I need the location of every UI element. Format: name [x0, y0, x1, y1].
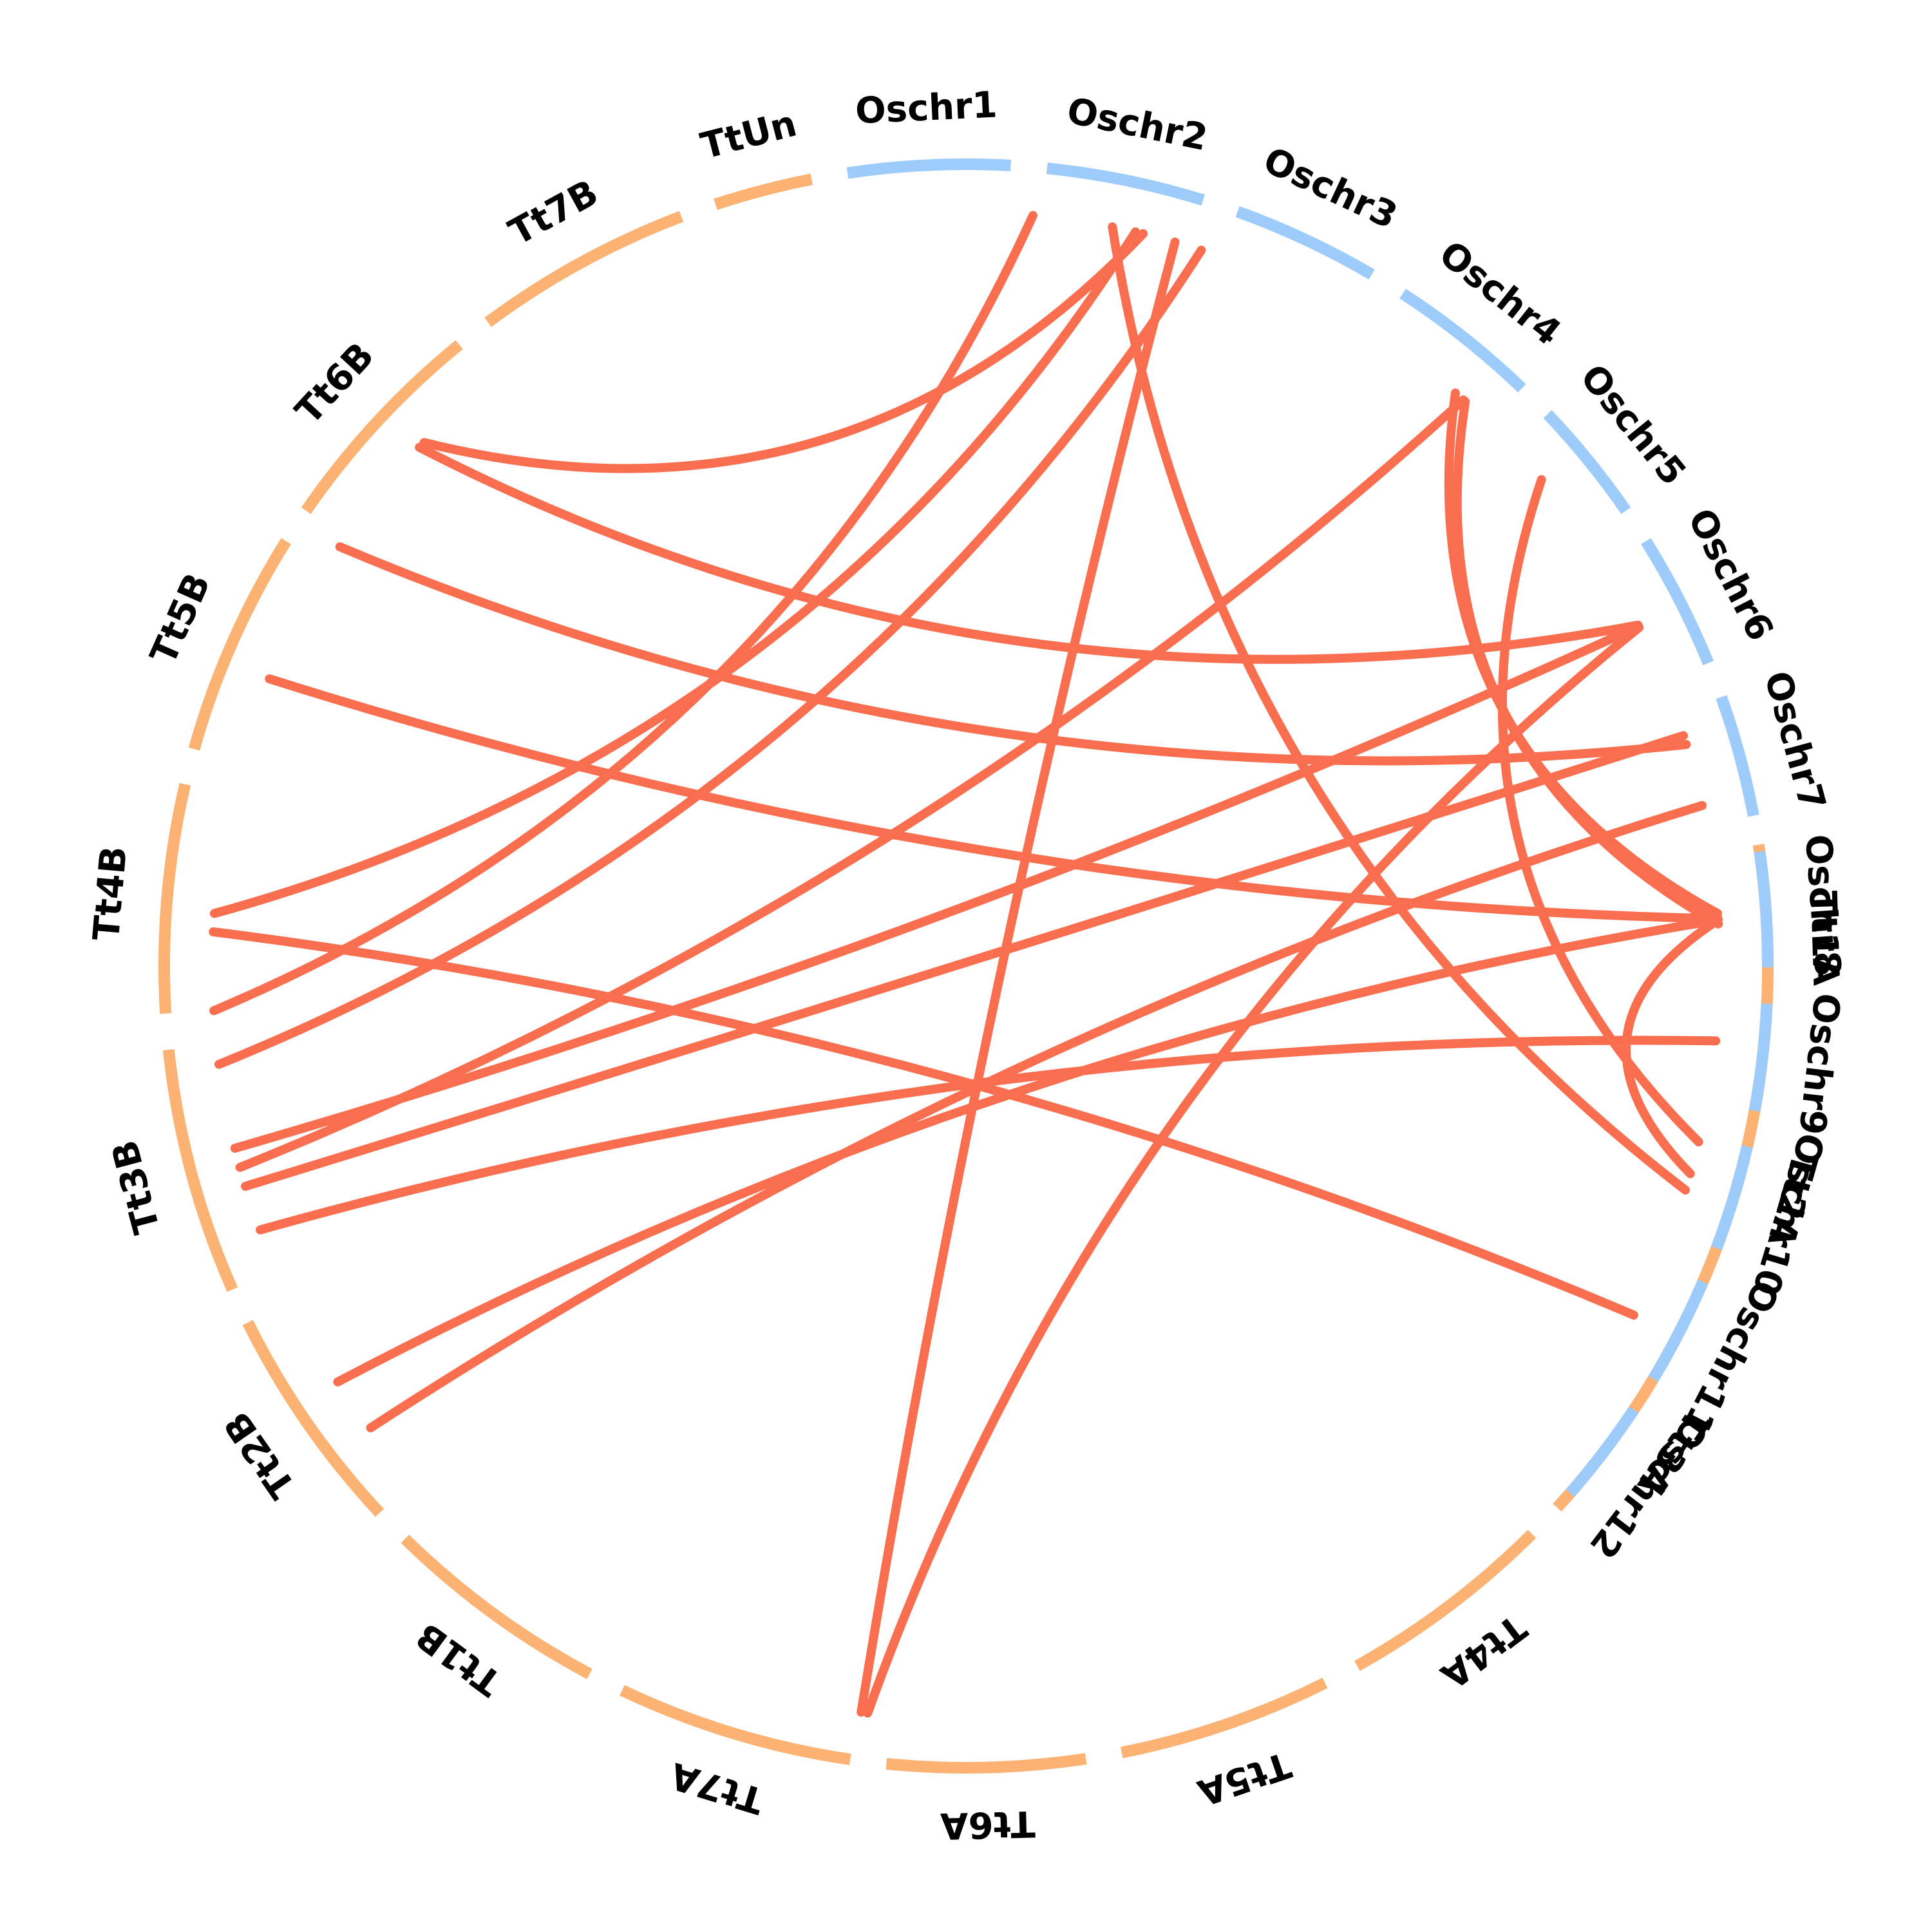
ideogram-tt2b [242, 1320, 384, 1517]
ideogram-oschr12 [1566, 1406, 1639, 1497]
synteny-link [241, 731, 1688, 1191]
ideogram-oschr2 [1046, 162, 1205, 206]
synteny-link [265, 674, 1723, 923]
ideogram-ttun [714, 173, 813, 210]
segment-label-tt6b: Tt6B [288, 335, 383, 433]
segment-label-oschr8: Oschr8 [1797, 833, 1848, 978]
ideogram-oschr5 [1543, 410, 1631, 515]
segment-label-tt4b: Tt4B [86, 844, 135, 942]
synteny-link [209, 927, 1638, 1320]
ideogram-tt5a [1121, 1678, 1328, 1759]
synteny-link [209, 227, 1141, 918]
ideogram-tt3b [162, 1049, 238, 1293]
synteny-link [857, 237, 1180, 1717]
segment-label-oschr1: Oschr1 [855, 84, 998, 133]
ideogram-oschr11 [1648, 1279, 1709, 1382]
segment-label-oschr9: Oschr9 [1790, 991, 1848, 1137]
segments-layer [158, 158, 1774, 1774]
segment-label-tt1b: Tt1B [408, 1614, 509, 1703]
ideogram-tt6b [301, 340, 463, 515]
segment-label-tt5a: Tt5A [1192, 1743, 1296, 1814]
ideogram-tt1b [401, 1535, 592, 1680]
synteny-link [235, 395, 1468, 1172]
synteny-link [415, 442, 1643, 664]
synteny-link [863, 623, 1644, 1718]
segment-label-tt3b: Tt3B [104, 1136, 169, 1238]
ideogram-oschr9 [1748, 1003, 1773, 1112]
synteny-link [214, 245, 1206, 1069]
synteny-link [333, 915, 1723, 1387]
segment-label-tt4a: Tt4A [1432, 1606, 1533, 1697]
segment-label-ttun: TtUn [697, 103, 801, 168]
ideogram-tt4a [1354, 1530, 1537, 1671]
ideogram-tt5b [188, 538, 291, 751]
synteny-link [419, 229, 1148, 473]
segment-label-oschr4: Oschr4 [1431, 233, 1568, 354]
synteny-link [1108, 222, 1690, 1195]
segment-label-oschr10: Oschr10 [1744, 1128, 1832, 1300]
segment-label-oschr2: Oschr2 [1063, 90, 1211, 160]
segment-label-tt5b: Tt5B [142, 567, 219, 670]
ideogram-tt7a [620, 1685, 851, 1765]
synteny-link [335, 542, 1691, 766]
ideogram-tt6a [886, 1753, 1087, 1774]
synteny-link [230, 621, 1643, 1153]
links-layer [209, 211, 1723, 1718]
segment-label-oschr5: Oschr5 [1572, 357, 1694, 493]
segment-label-tt6a: Tt6A [940, 1803, 1036, 1847]
synteny-link [1622, 915, 1723, 1179]
synteny-link [366, 800, 1707, 1433]
synteny-link [256, 1036, 1721, 1235]
segment-label-tt1a: Tt1A [1802, 890, 1847, 987]
ideogram-oschr10 [1710, 1145, 1753, 1251]
ideogram-oschr6 [1641, 538, 1714, 666]
segment-label-tt7a: Tt7A [665, 1754, 768, 1821]
ideogram-tt4b [158, 782, 191, 1014]
ideogram-tt7b [484, 211, 684, 327]
segment-label-oschr12: Oschr12 [1581, 1408, 1716, 1566]
ideogram-oschr1 [846, 158, 1011, 179]
ideogram-oschr8 [1754, 851, 1774, 968]
ideogram-oschr3 [1235, 206, 1375, 279]
ideogram-oschr7 [1716, 695, 1759, 817]
ideogram-oschr4 [1399, 289, 1526, 393]
segment-label-oschr7: Oschr7 [1756, 667, 1833, 815]
segment-label-tt2b: Tt2B [216, 1404, 304, 1506]
segment-label-tt7b: Tt7B [502, 172, 605, 254]
